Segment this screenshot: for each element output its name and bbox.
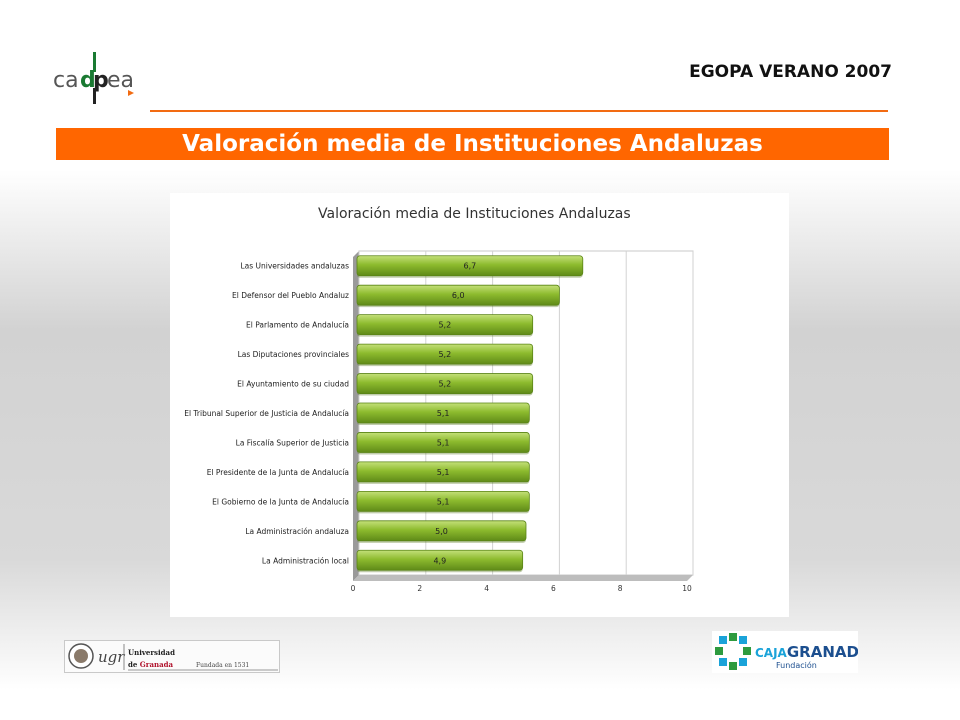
cadpea-logo-arrow-icon	[128, 90, 134, 96]
ugr-name-line2: de Granada	[128, 660, 174, 669]
cadpea-logo: ca d p ea	[48, 48, 145, 109]
category-label: El Gobierno de la Junta de Andalucía	[212, 497, 349, 506]
bar-value-label: 5,2	[438, 350, 451, 359]
ugr-founded: Fundada en 1531	[196, 662, 249, 669]
category-label: Las Universidades andaluzas	[240, 262, 349, 271]
x-tick-label: 0	[351, 584, 356, 593]
bar	[356, 490, 530, 512]
bar-value-label: 5,1	[437, 438, 450, 447]
bar-value-label: 5,1	[437, 468, 450, 477]
bar	[356, 284, 560, 306]
cajagranada-logo-graphic: CAJAGRANADA Fundación	[715, 633, 858, 670]
bar-value-label: 5,2	[438, 321, 451, 330]
bar	[356, 520, 527, 542]
cajagranada-brand: CAJAGRANADA	[755, 643, 858, 661]
cadpea-logo-stem-bottom	[93, 88, 96, 104]
category-label: El Ayuntamiento de su ciudad	[237, 380, 349, 389]
cadpea-logo-d: d	[80, 68, 96, 93]
cadpea-logo-graphic: ca d p ea	[53, 52, 134, 104]
chart-title: Valoración media de Instituciones Andalu…	[318, 206, 631, 222]
bar-value-label: 5,1	[437, 497, 450, 506]
cadpea-logo-c: ca	[53, 68, 79, 93]
category-label: La Fiscalía Superior de Justicia	[236, 438, 349, 447]
cadpea-logo-ea: ea	[107, 68, 134, 93]
bar	[356, 432, 530, 453]
category-label: El Tribunal Superior de Justicia de Anda…	[184, 409, 349, 418]
x-tick-label: 4	[484, 584, 489, 593]
cadpea-logo-p: p	[93, 68, 109, 93]
x-tick-label: 8	[618, 584, 623, 593]
bar	[356, 373, 534, 394]
bar	[356, 402, 530, 424]
bar-value-label: 5,1	[437, 409, 450, 418]
x-tick-label: 10	[682, 584, 692, 593]
bar-value-label: 6,7	[464, 262, 477, 271]
ugr-logo: ugr Universidad de Granada Fundada en 15…	[64, 640, 280, 673]
x-tick-label: 6	[551, 584, 556, 593]
ugr-name-line1: Universidad	[128, 648, 175, 657]
ugr-seal-inner	[74, 649, 88, 663]
ugr-logo-graphic: ugr Universidad de Granada Fundada en 15…	[64, 640, 280, 673]
category-label: Las Diputaciones provinciales	[238, 350, 349, 359]
category-label: El Presidente de la Junta de Andalucía	[207, 468, 349, 477]
header-divider	[150, 110, 888, 112]
bar-value-label: 6,0	[452, 291, 465, 300]
category-label: El Defensor del Pueblo Andaluz	[232, 291, 349, 300]
bar	[356, 461, 530, 483]
bar-value-label: 5,0	[435, 527, 448, 536]
bar-value-label: 5,2	[438, 380, 451, 389]
survey-title: EGOPA VERANO 2007	[689, 62, 892, 82]
chart-panel: Valoración media de Instituciones Andalu…	[170, 193, 789, 617]
ugr-mark: ugr	[98, 648, 125, 666]
x-tick-label: 2	[417, 584, 422, 593]
category-label: La Administración local	[262, 556, 349, 565]
category-label: La Administración andaluza	[245, 527, 349, 536]
bar-chart: Valoración media de Instituciones Andalu…	[184, 206, 694, 593]
plot-floor	[353, 575, 693, 581]
ugr-logo-frame	[64, 640, 280, 673]
bar	[356, 255, 584, 277]
cadpea-logo-stem-top	[93, 52, 96, 72]
category-label: El Parlamento de Andalucía	[246, 321, 349, 330]
bar-value-label: 4,9	[433, 556, 446, 565]
bar	[356, 549, 524, 571]
cajagranada-logo: CAJAGRANADA Fundación	[712, 631, 858, 673]
cajagranada-emblem-icon	[715, 633, 751, 670]
page-title-banner: Valoración media de Instituciones Andalu…	[56, 128, 889, 160]
cajagranada-subtitle: Fundación	[776, 660, 817, 670]
bar	[356, 343, 534, 365]
bar	[356, 314, 534, 336]
